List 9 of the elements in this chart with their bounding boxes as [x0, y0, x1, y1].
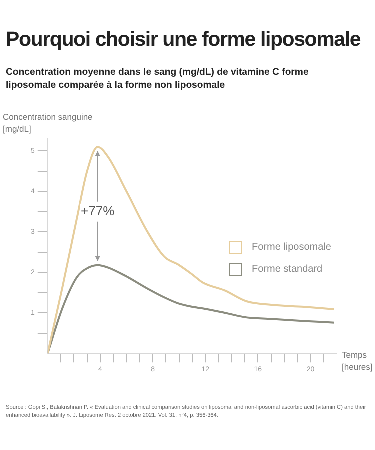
legend-label: Forme liposomale	[252, 242, 332, 252]
annotation: +77%	[81, 203, 116, 218]
line-series	[48, 264, 336, 354]
line-series	[48, 146, 336, 354]
chart-title: Pourquoi choisir une forme liposomale	[6, 28, 361, 52]
x-axis-title: Temps [heures]	[342, 349, 373, 373]
chart-subtitle: Concentration moyenne dans le sang (mg/dL) de vitamine C forme liposomale comparée à la forme non liposomale	[6, 66, 310, 92]
legend-label: Forme standard	[252, 264, 323, 274]
y-axis-title: Concentration sanguine [mg/dL]	[3, 111, 93, 135]
